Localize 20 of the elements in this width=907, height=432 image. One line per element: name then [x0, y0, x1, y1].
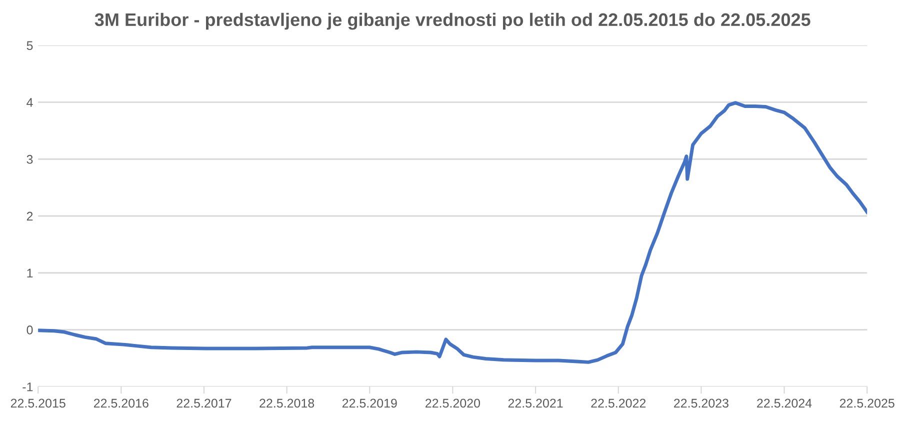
x-tick-label: 22.5.2015	[10, 398, 66, 408]
y-tick-label: 2	[26, 212, 33, 221]
y-tick-label: 0	[26, 326, 33, 334]
x-tick-label: 22.5.2020	[426, 398, 480, 408]
x-tick-label: 22.5.2022	[591, 398, 646, 408]
x-tick-label: 22.5.2018	[260, 398, 314, 408]
x-tick-label: 22.5.2017	[176, 398, 232, 408]
x-tick-label: 22.5.2016	[94, 398, 148, 408]
x-tick-label: 22.5.2021	[508, 398, 563, 408]
x-tick-label: 22.5.2023	[674, 398, 728, 408]
line-series	[38, 101, 868, 364]
y-tick-label: 4	[26, 98, 33, 107]
y-tick-label: 3	[26, 154, 33, 164]
x-tick-label: 22.5.2024	[757, 398, 812, 408]
y-tick-label: 5	[26, 41, 33, 50]
chart-title: 3M Euribor - predstavljeno je gibanje vrednosti po letih od 22.05.2015 do 22.05.2025	[94, 12, 810, 30]
x-tick-label: 22.5.2019	[342, 398, 397, 408]
x-tick-label: 22.5.2025	[840, 398, 894, 408]
y-tick-label: -1	[22, 382, 33, 392]
y-tick-label: 1	[27, 268, 33, 278]
